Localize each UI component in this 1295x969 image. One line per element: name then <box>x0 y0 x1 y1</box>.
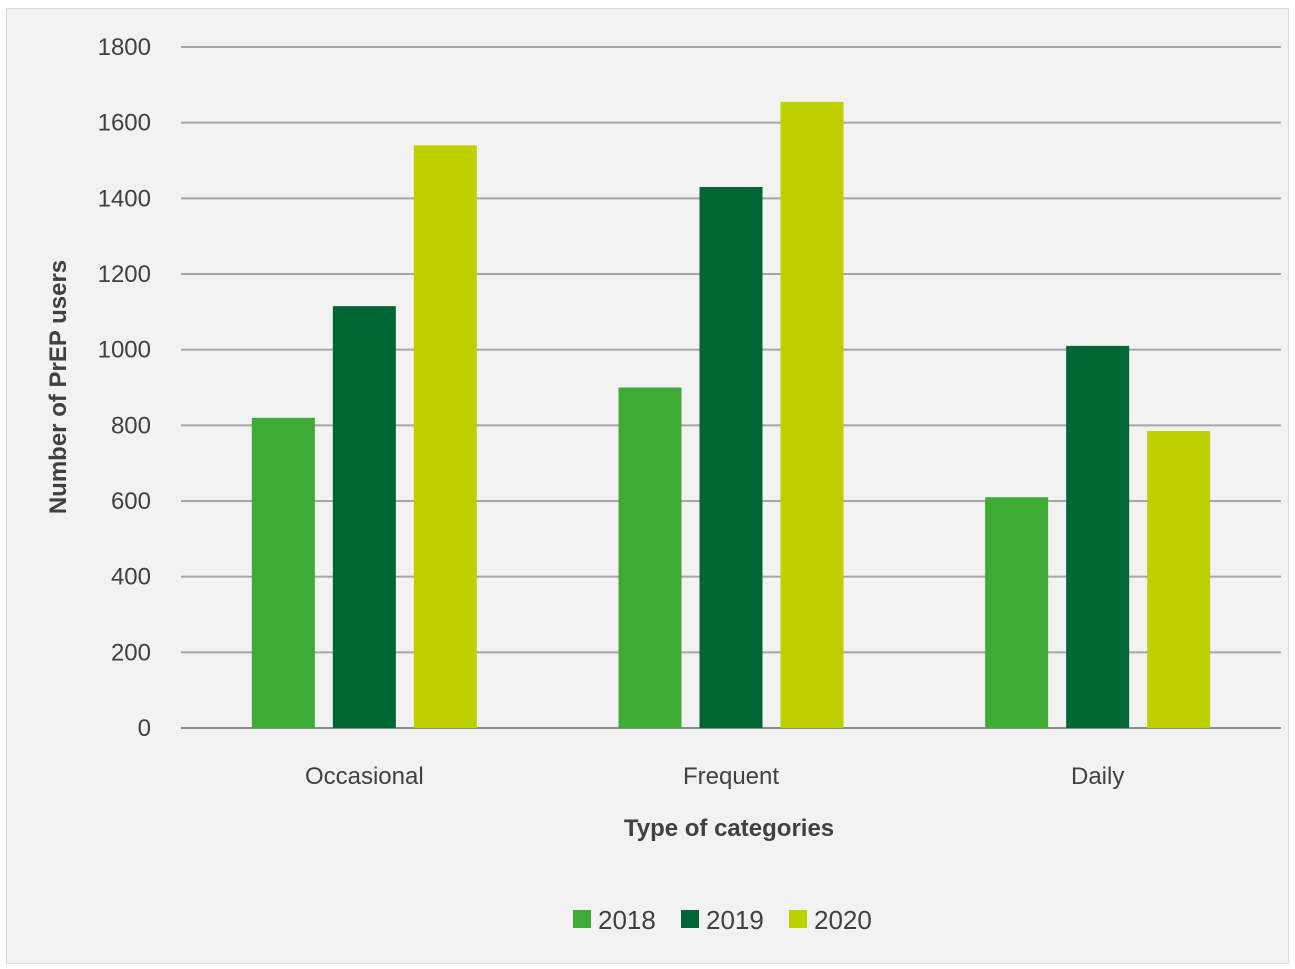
legend-swatch <box>681 910 699 928</box>
legend-item-2020: 2020 <box>789 905 872 935</box>
bar-daily-2018 <box>985 497 1049 728</box>
legend-item-2019: 2019 <box>681 905 764 935</box>
legend-swatch <box>573 910 591 928</box>
bars <box>251 101 1211 728</box>
y-tick-label: 1200 <box>98 261 151 288</box>
x-tick-label: Frequent <box>683 763 779 790</box>
y-tick-label: 600 <box>111 488 151 515</box>
x-tick-label: Daily <box>1071 763 1124 790</box>
bar-frequent-2019 <box>699 186 763 728</box>
y-tick-label: 200 <box>111 639 151 666</box>
legend-item-2018: 2018 <box>573 905 656 935</box>
y-tick-label: 1800 <box>98 34 151 61</box>
x-axis-title: Type of categories <box>624 815 834 842</box>
legend-label: 2019 <box>706 905 764 935</box>
x-tick-label: Occasional <box>305 763 424 790</box>
legend: 2018 2019 2020 <box>573 905 872 935</box>
y-tick-label: 1000 <box>98 337 151 364</box>
y-axis-title: Number of PrEP users <box>45 260 72 514</box>
bar-daily-2020 <box>1147 431 1211 728</box>
bar-daily-2019 <box>1066 345 1130 728</box>
y-tick-label: 800 <box>111 412 151 439</box>
legend-label: 2018 <box>598 905 656 935</box>
legend-swatch <box>789 910 807 928</box>
bar-occasional-2018 <box>251 417 315 728</box>
y-tick-label: 400 <box>111 564 151 591</box>
bar-occasional-2019 <box>332 306 396 728</box>
y-axis-ticks: 0 200 400 600 800 1000 1200 1400 1600 1800 <box>98 34 151 742</box>
x-axis-ticks: Occasional Frequent Daily <box>305 763 1124 790</box>
chart-container: 0 200 400 600 800 1000 1200 1400 1600 1800 Occasi… <box>6 8 1289 964</box>
y-tick-label: 1600 <box>98 110 151 137</box>
y-tick-label: 0 <box>138 715 151 742</box>
y-tick-label: 1400 <box>98 185 151 212</box>
bar-occasional-2020 <box>413 145 477 728</box>
bar-frequent-2018 <box>618 387 682 728</box>
bar-frequent-2020 <box>780 101 844 728</box>
legend-label: 2020 <box>814 905 872 935</box>
bar-chart: 0 200 400 600 800 1000 1200 1400 1600 1800 Occasi… <box>45 34 1281 935</box>
